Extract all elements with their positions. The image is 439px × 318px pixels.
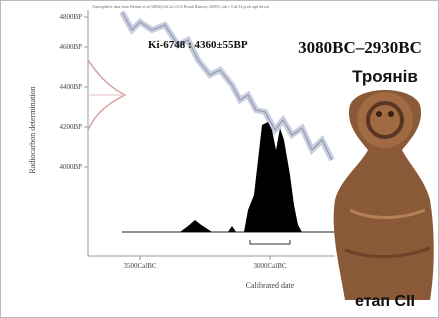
header-note: Atmospheric data from Reimer et al (2004… xyxy=(92,4,270,9)
x-label: 3000CalBC xyxy=(253,262,286,270)
y-label: 4200BP xyxy=(59,123,82,131)
sample-label: Ki-6748 : 4360±55BP xyxy=(148,39,248,51)
y-label: 4000BP xyxy=(59,163,82,171)
page: Atmospheric data from Reimer et al (2004… xyxy=(0,0,439,318)
x-axis-title: Calibrated date xyxy=(246,281,295,290)
x-label: 3500CalBC xyxy=(123,262,156,270)
y-axis-title: Radiocarbon determination xyxy=(28,86,37,173)
y-label: 4600BP xyxy=(59,43,82,51)
stage: етап СІІ xyxy=(355,293,415,310)
date-range: 3080BC–2930BC xyxy=(298,38,422,57)
site-name: Троянів xyxy=(352,67,418,86)
y-label: 4400BP xyxy=(59,83,82,91)
y-label: 4800BP xyxy=(59,13,82,21)
